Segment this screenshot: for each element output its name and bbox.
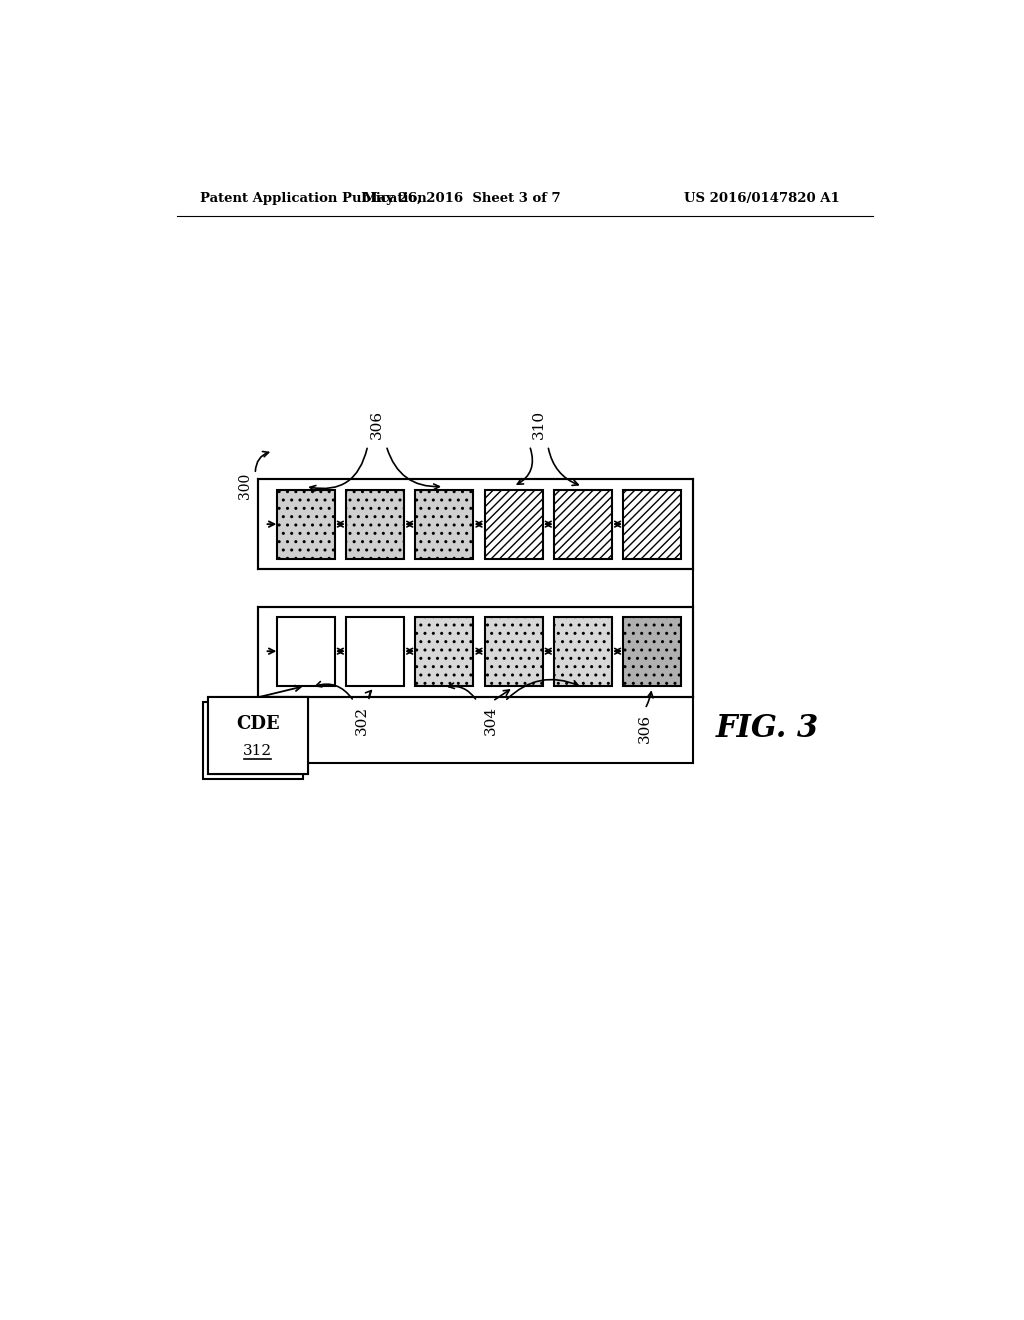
Bar	[208, 697, 307, 775]
Text: 304: 304	[484, 706, 498, 735]
Text: CDE: CDE	[236, 715, 280, 734]
Text: 300: 300	[238, 473, 252, 499]
Bar	[554, 490, 611, 558]
Text: 306: 306	[370, 409, 384, 438]
Text: Patent Application Publication: Patent Application Publication	[200, 191, 427, 205]
Text: US 2016/0147820 A1: US 2016/0147820 A1	[684, 191, 840, 205]
Bar	[624, 616, 681, 686]
Bar	[276, 616, 335, 686]
Bar	[346, 616, 403, 686]
Text: May 26, 2016  Sheet 3 of 7: May 26, 2016 Sheet 3 of 7	[362, 191, 560, 205]
Bar	[258, 607, 692, 697]
Bar	[346, 490, 403, 558]
Text: FIG. 3: FIG. 3	[716, 713, 819, 743]
Bar	[624, 490, 681, 558]
Text: CDE: CDE	[236, 715, 280, 734]
Bar	[416, 490, 473, 558]
Text: 310: 310	[531, 409, 546, 438]
Text: 302: 302	[354, 706, 369, 735]
Bar	[484, 490, 543, 558]
Bar	[484, 616, 543, 686]
Bar	[208, 697, 307, 775]
Text: 312: 312	[243, 744, 272, 758]
Bar	[203, 702, 303, 779]
Bar	[276, 490, 335, 558]
Bar	[554, 616, 611, 686]
Text: 312: 312	[243, 744, 272, 758]
Bar	[258, 479, 692, 569]
Text: 306: 306	[638, 714, 652, 743]
Bar	[416, 616, 473, 686]
